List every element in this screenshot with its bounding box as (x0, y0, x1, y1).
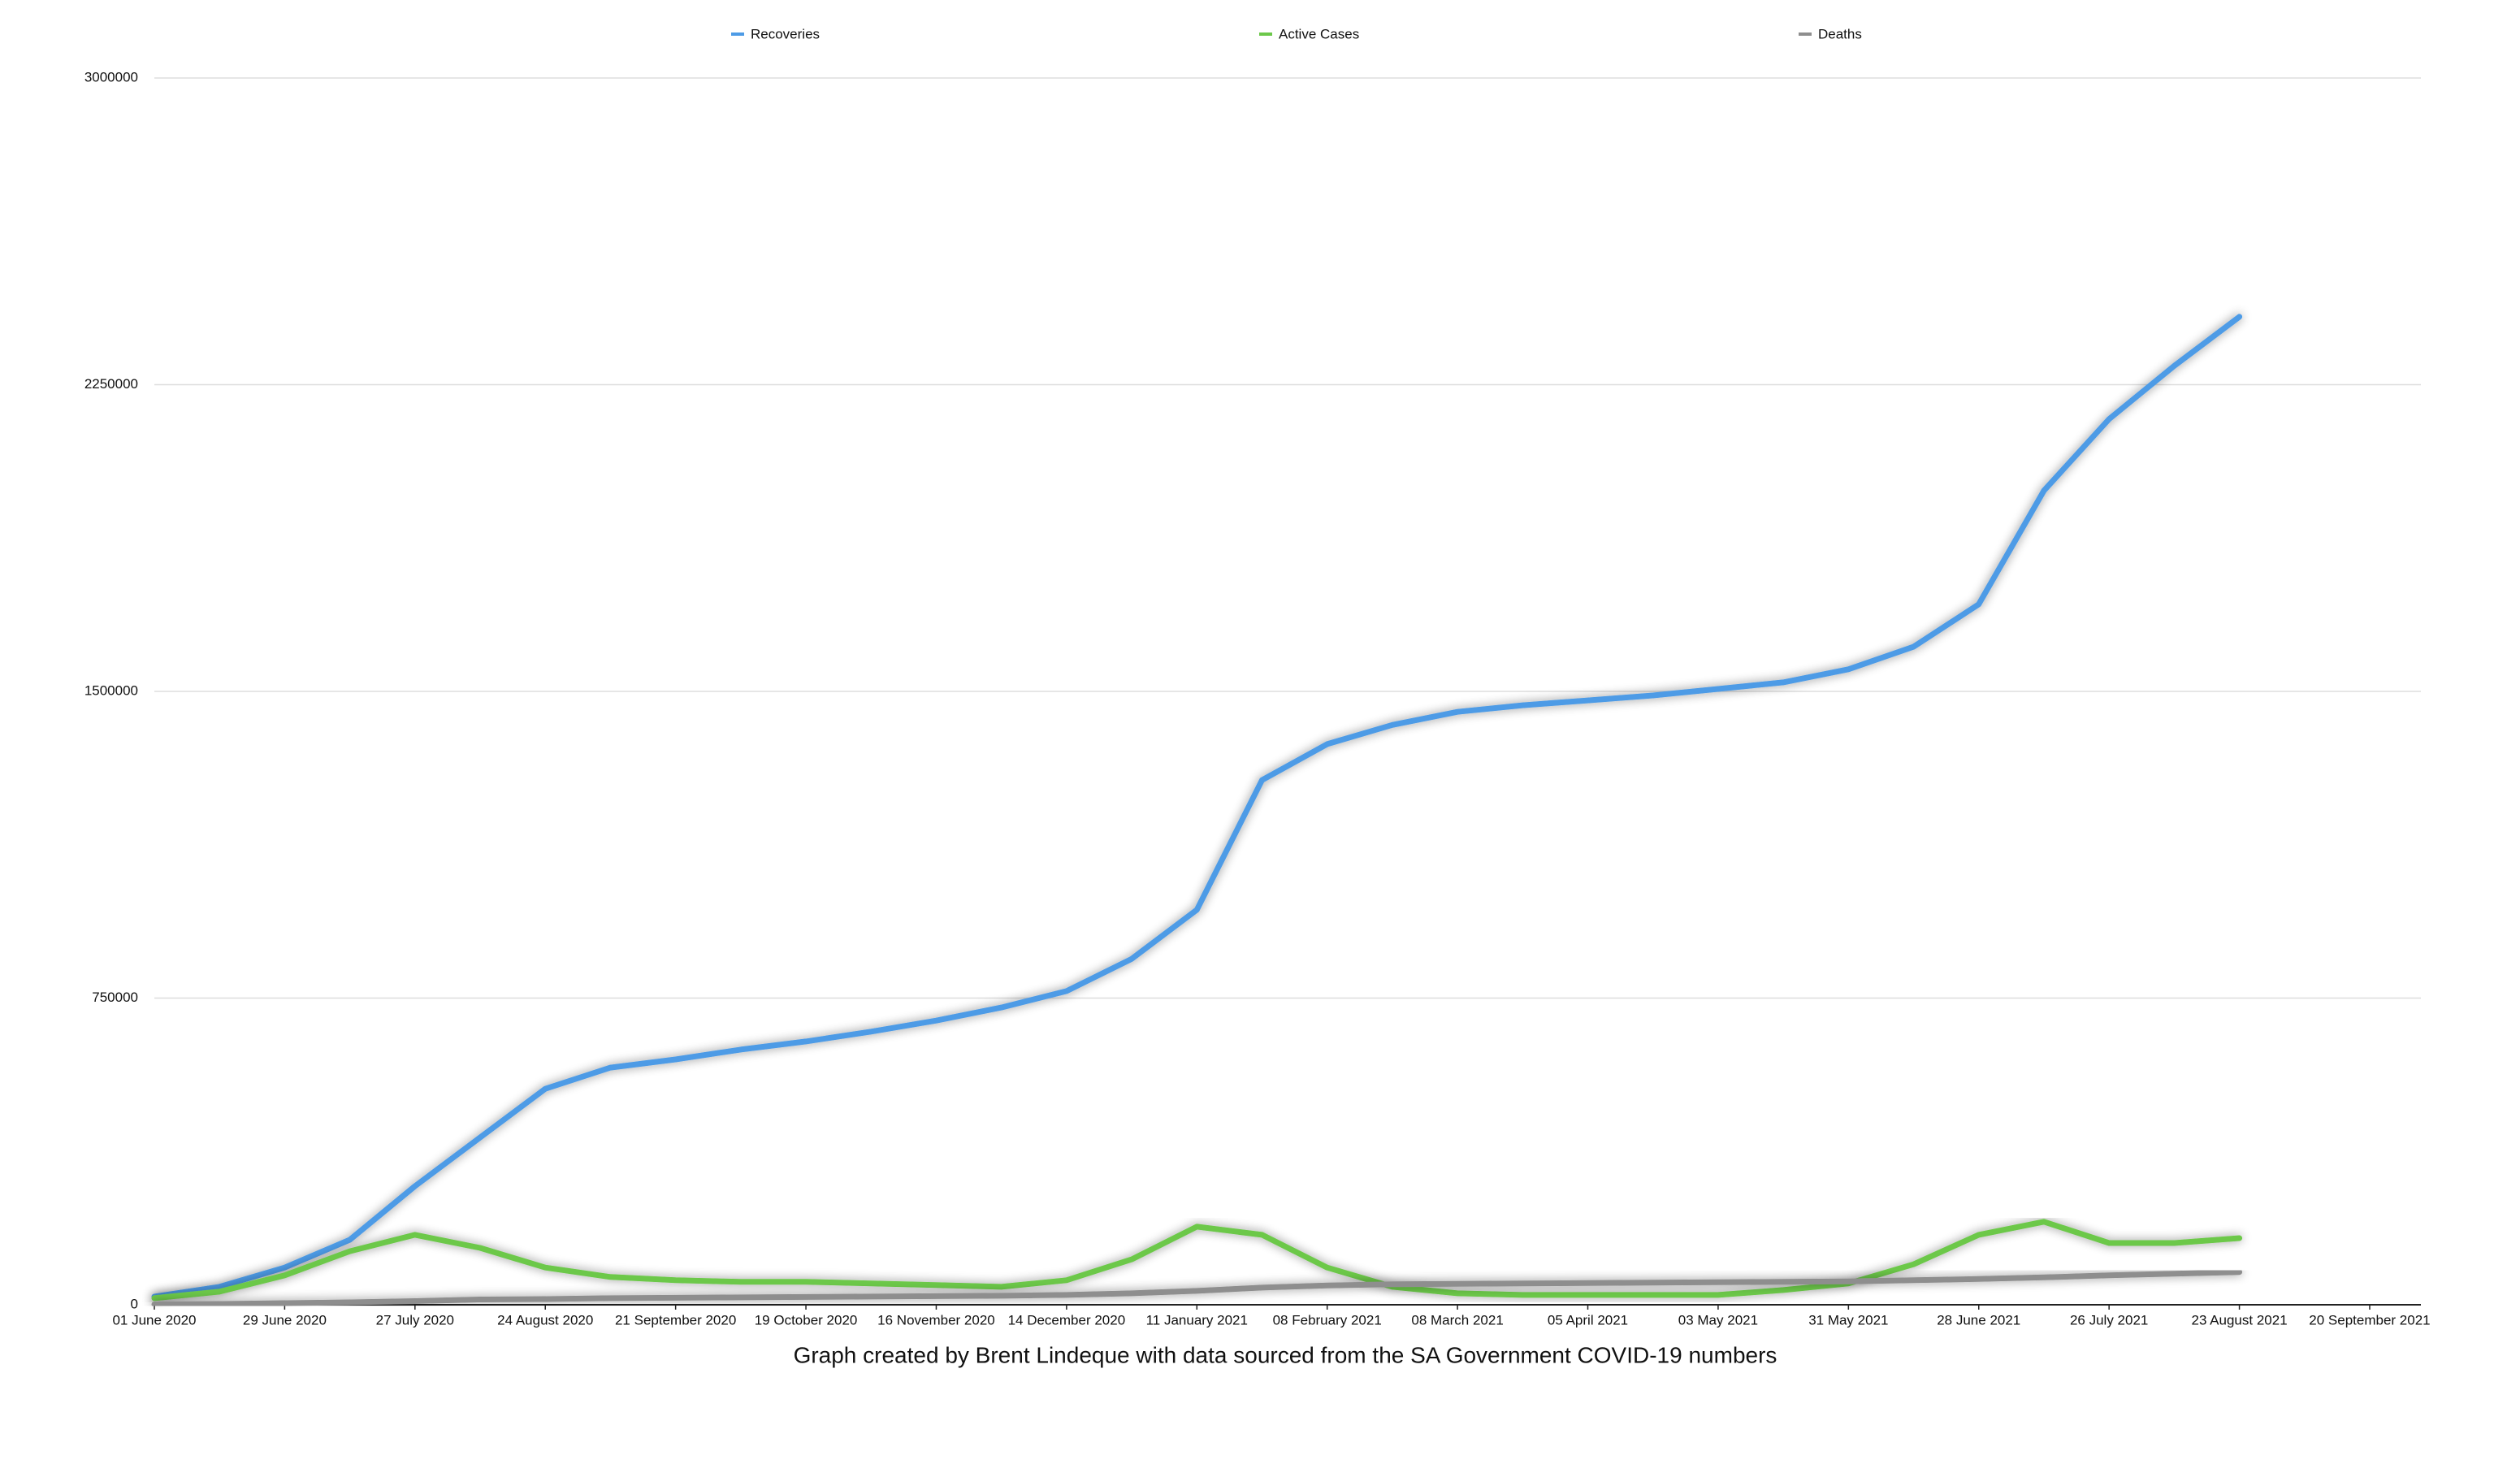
x-tick-label: 11 January 2021 (1146, 1312, 1248, 1328)
legend-label: Recoveries (751, 26, 820, 41)
y-tick-label: 0 (131, 1296, 138, 1311)
x-tick-label: 16 November 2020 (877, 1312, 995, 1328)
legend-label: Deaths (1818, 26, 1862, 41)
y-tick-label: 750000 (92, 990, 138, 1005)
y-tick-label: 1500000 (84, 682, 138, 698)
x-tick-label: 20 September 2021 (2309, 1312, 2430, 1328)
y-tick-label: 3000000 (84, 69, 138, 84)
x-tick-label: 08 February 2021 (1273, 1312, 1382, 1328)
series-line (151, 314, 2243, 1300)
x-tick-label: 19 October 2020 (755, 1312, 858, 1328)
x-tick-label: 03 May 2021 (1678, 1312, 1758, 1328)
x-tick-label: 29 June 2020 (243, 1312, 327, 1328)
legend-label: Active Cases (1279, 26, 1359, 41)
x-tick-label: 01 June 2020 (112, 1312, 196, 1328)
x-tick-label: 27 July 2020 (376, 1312, 454, 1328)
x-tick-label: 14 December 2020 (1008, 1312, 1126, 1328)
x-tick-label: 24 August 2020 (497, 1312, 593, 1328)
x-tick-label: 28 June 2021 (1937, 1312, 2020, 1328)
x-tick-label: 05 April 2021 (1548, 1312, 1628, 1328)
x-tick-label: 31 May 2021 (1808, 1312, 1888, 1328)
series-line (151, 1219, 2243, 1302)
x-tick-label: 21 September 2020 (615, 1312, 736, 1328)
y-tick-label: 2250000 (84, 376, 138, 392)
x-tick-label: 23 August 2021 (2191, 1312, 2287, 1328)
caption: Graph created by Brent Lindeque with dat… (794, 1342, 1777, 1367)
series-line (151, 1269, 2243, 1307)
x-tick-label: 26 July 2021 (2070, 1312, 2148, 1328)
x-tick-label: 08 March 2021 (1411, 1312, 1503, 1328)
